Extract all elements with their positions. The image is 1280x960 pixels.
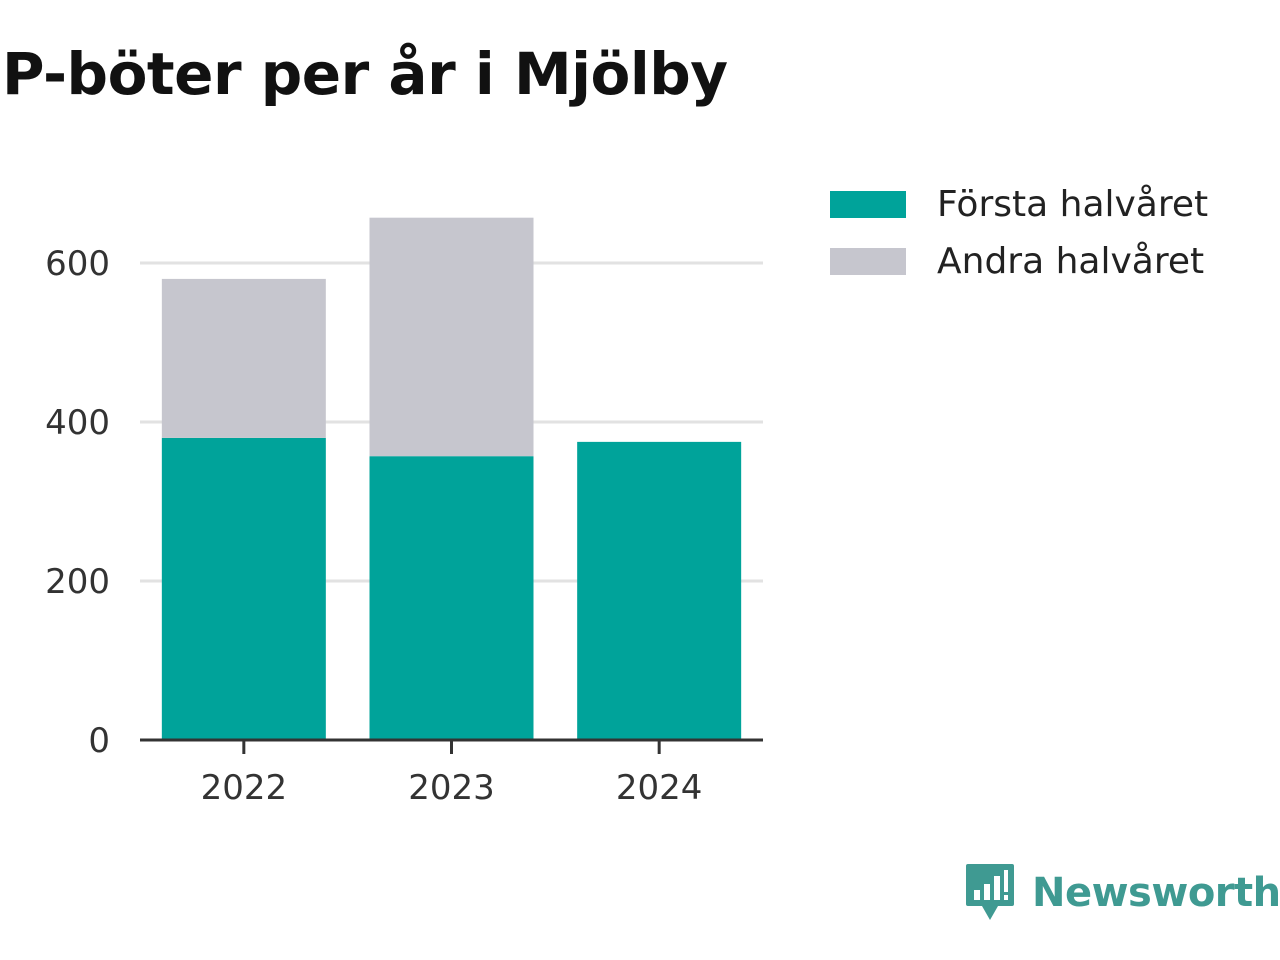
legend-swatch-forsta-halvaret xyxy=(830,191,906,218)
legend-item-andra-halvaret[interactable]: Andra halvåret xyxy=(830,233,1208,290)
stacked-bar-chart: 2022 2023 2024 0 200 400 600 xyxy=(45,217,763,808)
x-tick-label-2022: 2022 xyxy=(201,768,288,808)
bar-2022-series-0 xyxy=(161,437,326,740)
chart-title: P-böter per år i Mjölby xyxy=(2,40,728,108)
legend-label-forsta-halvaret: Första halvåret xyxy=(937,184,1209,225)
bar-2023-series-1 xyxy=(369,217,534,457)
legend-item-forsta-halvaret[interactable]: Första halvåret xyxy=(830,176,1208,233)
brand-name: Newsworthy xyxy=(1032,870,1280,916)
bars xyxy=(161,217,742,740)
y-tick-label-400: 400 xyxy=(45,403,110,443)
newsworthy-logo-icon xyxy=(966,864,1014,920)
y-tick-label-600: 600 xyxy=(45,244,110,284)
y-tick-label-0: 0 xyxy=(88,721,110,761)
newsworthy-logo: Newsworthy xyxy=(964,862,1280,924)
bar-2024-series-0 xyxy=(577,441,742,740)
y-axis-ticks: 0 200 400 600 xyxy=(45,244,110,761)
y-tick-label-200: 200 xyxy=(45,562,110,602)
legend-swatch-andra-halvaret xyxy=(830,248,906,275)
bar-2022-series-1 xyxy=(161,278,326,438)
bar-2023-series-0 xyxy=(369,456,534,740)
x-tick-label-2023: 2023 xyxy=(408,768,495,808)
x-axis-ticks: 2022 2023 2024 xyxy=(201,740,703,808)
legend: Första halvåret Andra halvåret xyxy=(830,176,1208,290)
x-tick-label-2024: 2024 xyxy=(616,768,703,808)
legend-label-andra-halvaret: Andra halvåret xyxy=(937,241,1205,282)
